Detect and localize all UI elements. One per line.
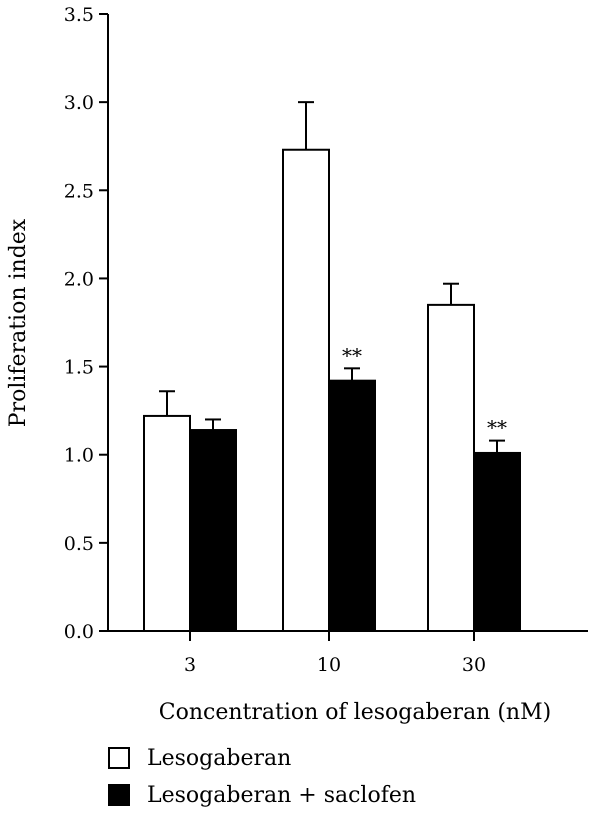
y-axis: 0.0 0.5 1.0 1.5 2.0 2.5 3.0 3.5 (64, 4, 109, 643)
bar-lesogaberan-30 (427, 303, 475, 632)
y-tick-label: 3.0 (64, 92, 94, 114)
legend-swatch (108, 784, 130, 806)
significance-marker: ** (342, 343, 362, 367)
y-tick-label: 1.5 (64, 357, 94, 379)
x-tick-label: 3 (184, 654, 196, 676)
x-axis: 3 10 30 (108, 630, 588, 676)
bar-lesogaberan-saclofen-10 (328, 379, 376, 632)
legend-label: Lesogaberan + saclofen (147, 783, 416, 808)
y-tick-label: 3.5 (64, 4, 94, 26)
bar-lesogaberan-saclofen-3 (189, 429, 237, 632)
y-tick-label: 2.0 (64, 268, 94, 290)
legend: Lesogaberan Lesogaberan + saclofen (108, 746, 416, 808)
y-tick-label: 1.0 (64, 445, 94, 467)
significance-marker: ** (487, 416, 507, 440)
y-tick-label: 0.0 (64, 621, 94, 643)
bars: ** ** (143, 101, 521, 633)
bar-lesogaberan-3 (143, 414, 191, 632)
y-tick-label: 0.5 (64, 533, 94, 555)
x-tick-label: 30 (462, 654, 486, 676)
bar-lesogaberan-saclofen-30 (473, 451, 521, 632)
y-axis-title: Proliferation index (6, 218, 31, 427)
x-axis-title: Concentration of lesogaberan (nM) (159, 700, 551, 725)
x-tick-label: 10 (317, 654, 341, 676)
legend-label: Lesogaberan (147, 746, 291, 771)
bar-lesogaberan-10 (282, 148, 330, 633)
y-tick-label: 2.5 (64, 180, 94, 202)
legend-swatch (108, 747, 130, 769)
